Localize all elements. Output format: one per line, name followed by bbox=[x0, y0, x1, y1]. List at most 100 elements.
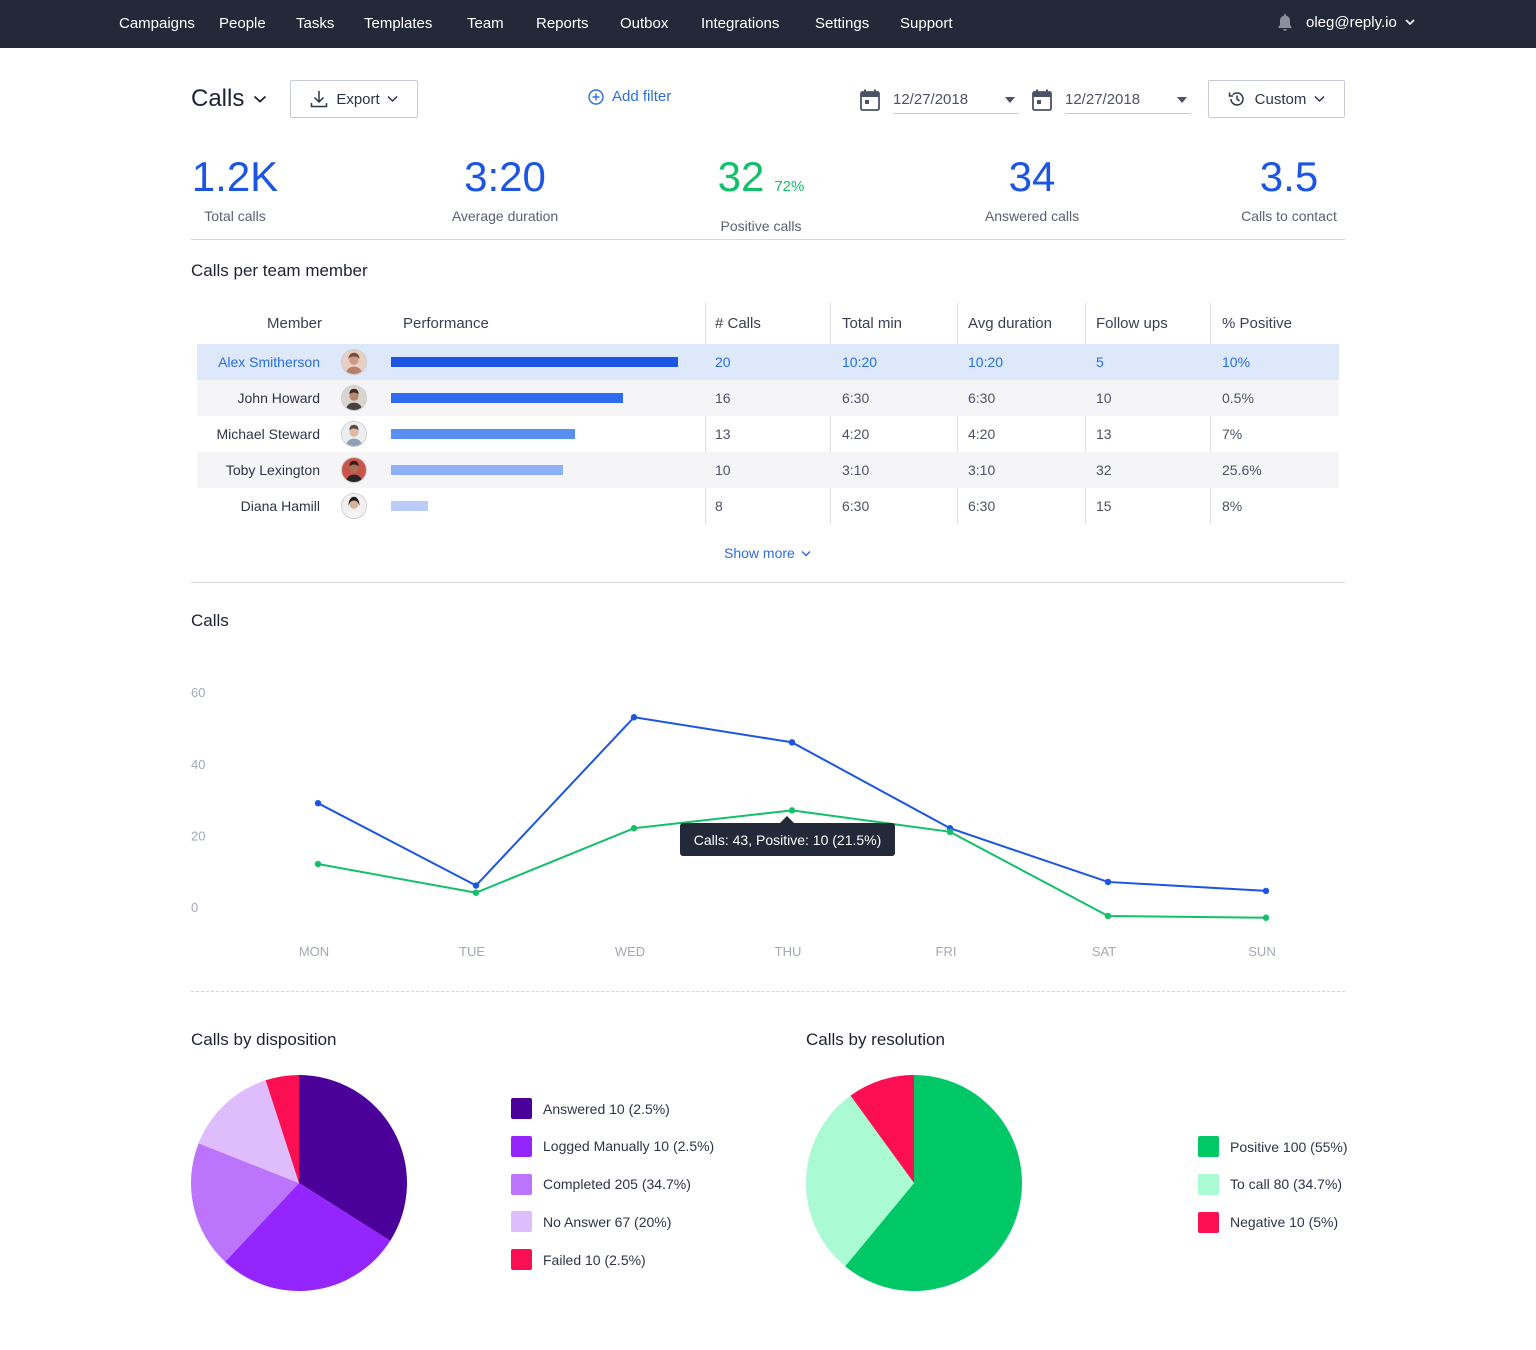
kpi-calls-to-contact: 3.5 Calls to contact bbox=[1234, 152, 1344, 224]
nav-team[interactable]: Team bbox=[467, 15, 504, 32]
table-row[interactable]: Diana Hamill 8 6:30 6:30 15 8% bbox=[197, 488, 1339, 524]
legend-swatch bbox=[511, 1135, 532, 1157]
header-performance[interactable]: Performance bbox=[403, 314, 489, 332]
legend-label: Completed 205 (34.7%) bbox=[543, 1176, 691, 1193]
kpi-label: Answered calls bbox=[984, 208, 1080, 224]
header-calls[interactable]: # Calls bbox=[715, 314, 761, 332]
kpi-answered-calls: 34 Answered calls bbox=[972, 152, 1092, 224]
kpi-total-calls: 1.2K Total calls bbox=[191, 152, 279, 224]
kpi-value: 3:20 bbox=[464, 153, 546, 200]
legend-swatch bbox=[511, 1211, 532, 1233]
x-tick-label: SAT bbox=[1092, 944, 1116, 959]
pie-slice[interactable] bbox=[225, 1183, 391, 1291]
header-total-min[interactable]: Total min bbox=[842, 314, 903, 332]
download-icon bbox=[311, 91, 328, 108]
show-more-button[interactable]: Show more bbox=[724, 545, 811, 561]
header-follow-ups[interactable]: Follow ups bbox=[1096, 314, 1168, 332]
table-header: Member Performance # Calls Total min Avg… bbox=[197, 302, 1339, 344]
data-point[interactable] bbox=[946, 828, 954, 836]
data-point[interactable] bbox=[630, 714, 638, 721]
legend-label: No Answer 67 (20%) bbox=[543, 1213, 672, 1230]
header-member[interactable]: Member bbox=[267, 314, 323, 332]
date-to-input[interactable]: 12/27/2018 bbox=[1065, 86, 1191, 114]
legend-swatch bbox=[1198, 1173, 1219, 1195]
chart-tooltip: Calls: 43, Positive: 10 (21.5%) bbox=[680, 816, 895, 856]
date-from-input[interactable]: 12/27/2018 bbox=[893, 86, 1019, 114]
nav-reports[interactable]: Reports bbox=[536, 15, 589, 32]
data-point[interactable] bbox=[472, 882, 480, 889]
chevron-down-icon bbox=[387, 95, 398, 103]
avatar bbox=[341, 493, 367, 519]
legend-item: Negative 10 (5%) bbox=[1198, 1211, 1338, 1233]
page-title: Calls bbox=[191, 85, 245, 112]
bell-icon[interactable] bbox=[1277, 13, 1293, 31]
kpi-label: Positive calls bbox=[720, 218, 802, 234]
member-name[interactable]: Michael Steward bbox=[216, 426, 321, 442]
chevron-down-icon bbox=[801, 550, 811, 557]
export-button[interactable]: Export bbox=[290, 80, 418, 118]
kpi-value: 34 bbox=[1008, 153, 1056, 200]
table-row[interactable]: John Howard 16 6:30 6:30 10 0.5% bbox=[197, 380, 1339, 416]
cell-avg-duration: 3:10 bbox=[968, 462, 996, 478]
data-point[interactable] bbox=[788, 739, 796, 746]
nav-integrations[interactable]: Integrations bbox=[701, 15, 780, 32]
avatar bbox=[341, 385, 367, 411]
pie-slice[interactable] bbox=[845, 1075, 1022, 1291]
data-point[interactable] bbox=[314, 860, 322, 868]
user-email: oleg@reply.io bbox=[1306, 13, 1397, 31]
cell-follow-ups: 13 bbox=[1096, 426, 1112, 442]
data-point[interactable] bbox=[314, 799, 322, 807]
cell-total-min: 6:30 bbox=[842, 390, 870, 406]
legend-item: Failed 10 (2.5%) bbox=[511, 1249, 646, 1271]
data-point[interactable] bbox=[1104, 912, 1112, 920]
table-row[interactable]: Michael Steward 13 4:20 4:20 13 7% bbox=[197, 416, 1339, 452]
divider bbox=[191, 991, 1345, 992]
data-point[interactable] bbox=[788, 807, 796, 814]
calendar-icon[interactable] bbox=[1032, 89, 1052, 111]
pie-slice[interactable] bbox=[191, 1143, 299, 1262]
performance-bar bbox=[391, 501, 429, 511]
date-range-select[interactable]: Custom bbox=[1208, 80, 1345, 118]
nav-outbox[interactable]: Outbox bbox=[620, 15, 669, 32]
report-selector[interactable]: Calls bbox=[191, 85, 267, 113]
member-name[interactable]: Toby Lexington bbox=[225, 462, 320, 478]
performance-bar bbox=[391, 465, 564, 475]
cell-calls: 16 bbox=[715, 390, 731, 406]
add-filter-button[interactable]: Add filter bbox=[588, 88, 671, 105]
data-point[interactable] bbox=[1262, 887, 1270, 895]
nav-templates[interactable]: Templates bbox=[364, 15, 433, 32]
pie-slice[interactable] bbox=[198, 1080, 299, 1183]
pie-slice[interactable] bbox=[806, 1095, 914, 1267]
performance-bar bbox=[391, 393, 624, 403]
kpi-label: Calls to contact bbox=[1241, 208, 1337, 224]
member-name[interactable]: Alex Smitherson bbox=[218, 354, 320, 370]
table-row[interactable]: Toby Lexington 10 3:10 3:10 32 25.6% bbox=[197, 452, 1339, 488]
avatar bbox=[341, 457, 367, 483]
nav-campaigns[interactable]: Campaigns bbox=[119, 15, 195, 32]
data-point[interactable] bbox=[1262, 914, 1270, 921]
section-title-calls: Calls bbox=[191, 611, 229, 630]
pie-slice[interactable] bbox=[265, 1075, 299, 1183]
header-positive[interactable]: % Positive bbox=[1222, 314, 1293, 332]
pie-slice[interactable] bbox=[850, 1075, 914, 1183]
data-point[interactable] bbox=[472, 889, 480, 896]
user-menu[interactable]: oleg@reply.io bbox=[1277, 13, 1416, 31]
nav-support[interactable]: Support bbox=[900, 15, 953, 32]
caret-down-icon bbox=[1177, 96, 1187, 103]
cell-positive: 0.5% bbox=[1222, 390, 1254, 406]
pie-slice[interactable] bbox=[299, 1075, 407, 1241]
show-more-label: Show more bbox=[724, 545, 795, 561]
table-row[interactable]: Alex Smitherson 20 10:20 10:20 5 10% bbox=[197, 344, 1339, 380]
member-name[interactable]: John Howard bbox=[237, 390, 321, 406]
nav-settings[interactable]: Settings bbox=[815, 15, 870, 32]
data-point[interactable] bbox=[1104, 878, 1112, 886]
nav-people[interactable]: People bbox=[219, 15, 266, 32]
legend-label: To call 80 (34.7%) bbox=[1230, 1176, 1343, 1193]
nav-tasks[interactable]: Tasks bbox=[296, 15, 335, 32]
header-avg-duration[interactable]: Avg duration bbox=[968, 314, 1052, 332]
cell-total-min: 4:20 bbox=[842, 426, 870, 442]
data-point[interactable] bbox=[630, 825, 638, 832]
legend-item: No Answer 67 (20%) bbox=[511, 1211, 672, 1233]
member-name[interactable]: Diana Hamill bbox=[240, 498, 320, 514]
calendar-icon[interactable] bbox=[860, 89, 880, 111]
